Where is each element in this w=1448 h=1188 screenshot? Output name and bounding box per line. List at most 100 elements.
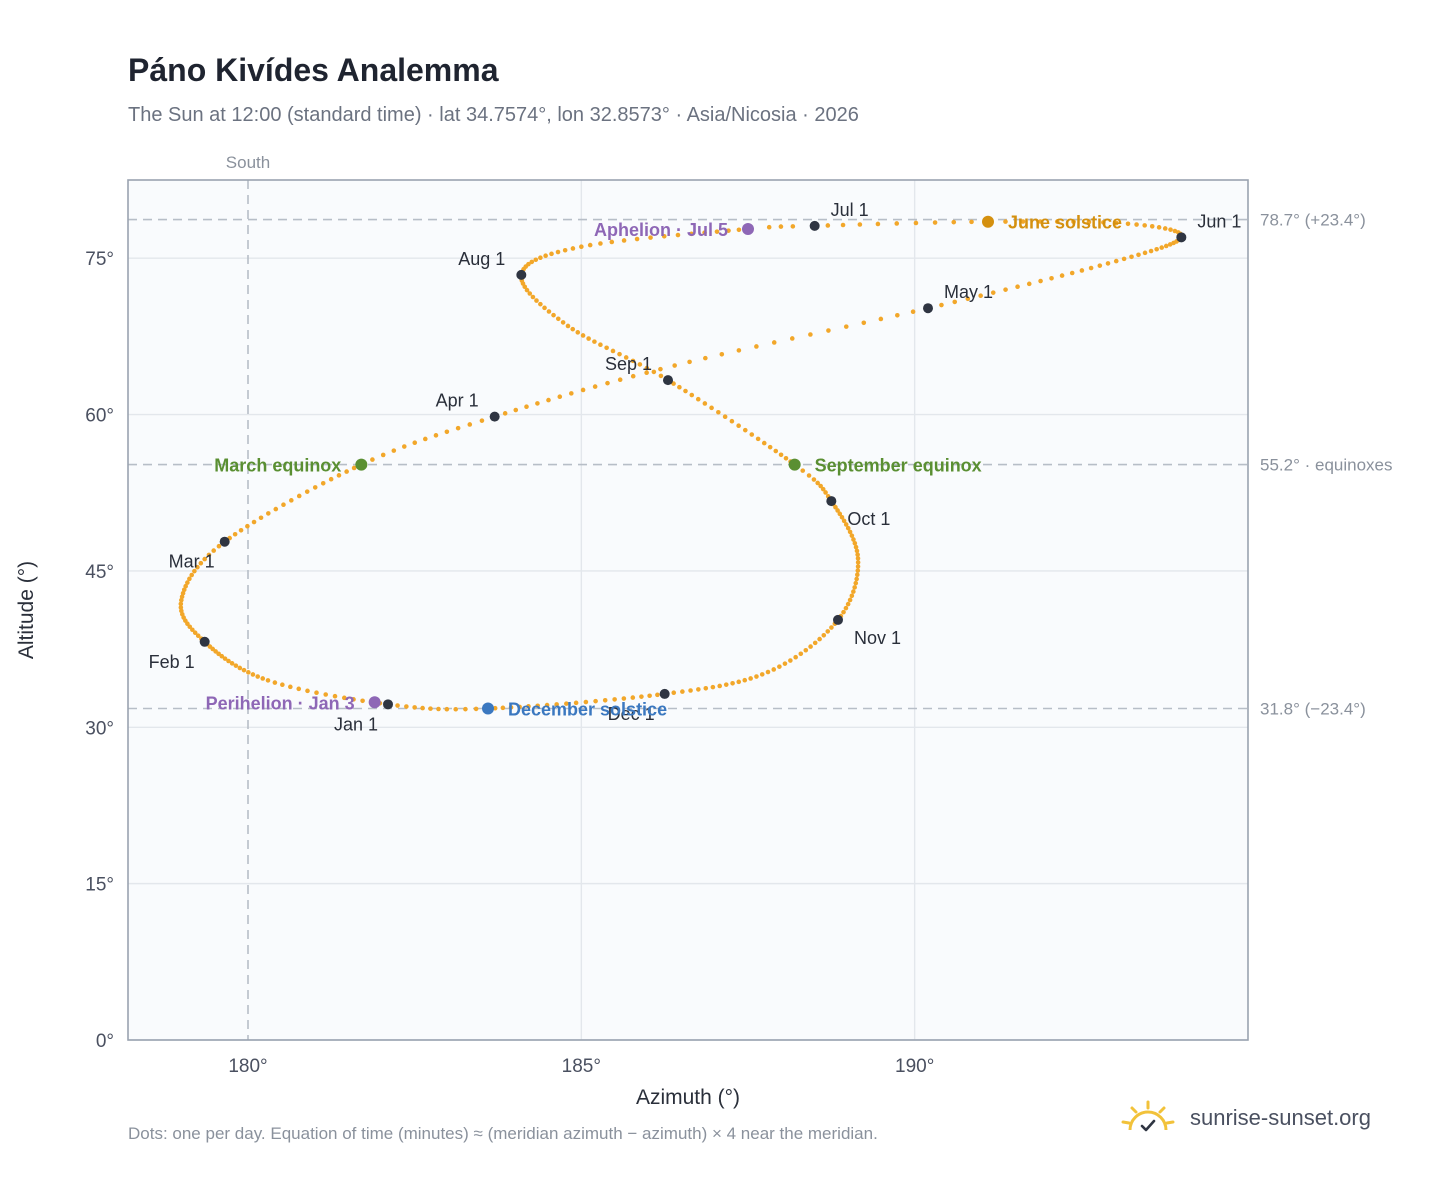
day-dot (610, 348, 616, 354)
day-dot (696, 687, 701, 692)
month-marker (383, 699, 393, 710)
day-dot (1134, 222, 1139, 227)
day-dot (855, 572, 860, 578)
month-label: Apr 1 (436, 391, 479, 411)
day-dot (621, 696, 627, 701)
day-dot (538, 255, 543, 260)
day-dot (508, 705, 514, 710)
day-dot (782, 661, 788, 666)
day-dot (617, 377, 623, 383)
day-dot (187, 576, 192, 582)
day-dot (1168, 227, 1173, 232)
day-dot (198, 560, 204, 566)
day-dot (723, 682, 729, 687)
day-dot (586, 336, 591, 341)
day-dot (527, 291, 533, 296)
day-dot (845, 525, 851, 531)
day-dot (771, 340, 777, 345)
day-dot (555, 316, 561, 322)
day-dot (336, 473, 342, 478)
day-dot (1142, 250, 1148, 256)
event-marker (482, 702, 494, 715)
day-dot (522, 284, 528, 290)
plot-area (128, 180, 1248, 1040)
day-dot (855, 556, 861, 561)
day-dot (612, 697, 617, 702)
day-dot (573, 700, 579, 706)
event-marker (788, 458, 801, 471)
day-dot (192, 568, 197, 574)
month-marker (809, 220, 820, 231)
day-dot (587, 242, 593, 248)
day-dot (211, 548, 217, 553)
event-label: Perihelion · Jan 3 (206, 693, 355, 713)
day-dot (1079, 268, 1085, 273)
footnote: Dots: one per day. Equation of time (min… (128, 1124, 878, 1143)
day-dot (1038, 219, 1043, 224)
day-dot (538, 301, 543, 307)
x-tick-label: 185° (562, 1056, 601, 1077)
month-label: Jul 1 (831, 200, 869, 220)
day-dot (761, 440, 767, 446)
day-dot (351, 465, 357, 471)
day-dot (1156, 225, 1162, 230)
day-dot (229, 661, 235, 666)
day-dot (1026, 281, 1032, 287)
day-dot (250, 672, 256, 677)
day-dot (825, 223, 831, 228)
day-dot (1020, 219, 1026, 224)
day-dot (655, 692, 660, 698)
day-dot (630, 358, 636, 364)
day-dot (773, 448, 779, 454)
day-dot (759, 672, 765, 677)
page-subtitle: The Sun at 12:00 (standard time) · lat 3… (128, 104, 859, 126)
day-dot (544, 702, 550, 708)
day-dot (853, 580, 859, 586)
day-dot (433, 433, 439, 438)
day-dot (742, 677, 748, 683)
day-dot (272, 680, 278, 685)
day-dot (853, 544, 859, 550)
day-dot (648, 235, 653, 240)
day-dot (1163, 243, 1169, 249)
month-markers: Jan 1 Feb 1 Mar 1 Apr 1 May 1 Jun 1 Jul 1 Aug 1… (149, 200, 1242, 734)
day-dot (683, 388, 688, 394)
day-dot (232, 531, 238, 537)
day-dot (851, 537, 856, 542)
day-dot (658, 373, 664, 379)
brand[interactable]: sunrise-sunset.org (1120, 1100, 1371, 1136)
month-label: Oct 1 (847, 509, 890, 529)
event-label: June solstice (1008, 213, 1122, 233)
day-dot (710, 684, 716, 690)
day-dot (526, 704, 531, 709)
sun-logo-icon (1121, 1100, 1175, 1132)
day-dot (855, 568, 861, 573)
day-dot (202, 556, 207, 562)
day-dot (826, 328, 831, 333)
day-dot (1129, 254, 1134, 260)
day-dot (1071, 219, 1076, 225)
day-dot (592, 384, 598, 389)
day-dot (238, 527, 244, 533)
event-markers: March equinox September equinox June solst… (206, 213, 1122, 720)
month-marker (826, 496, 837, 507)
day-dot (910, 309, 916, 314)
day-dot (251, 519, 257, 525)
day-dot (714, 229, 720, 234)
day-dot (808, 644, 813, 649)
day-dot (806, 473, 812, 478)
month-marker (1176, 232, 1187, 243)
day-dot (404, 704, 409, 709)
day-dot (492, 705, 498, 711)
day-dot (857, 222, 863, 227)
day-dot (178, 601, 184, 607)
day-dot (843, 324, 849, 329)
day-dot (237, 665, 243, 671)
day-dot (181, 587, 187, 593)
day-dot (894, 221, 900, 226)
month-marker (923, 303, 933, 314)
day-dot (952, 299, 958, 305)
day-dot (852, 540, 858, 546)
day-dot (535, 401, 540, 406)
day-dot (812, 640, 818, 646)
